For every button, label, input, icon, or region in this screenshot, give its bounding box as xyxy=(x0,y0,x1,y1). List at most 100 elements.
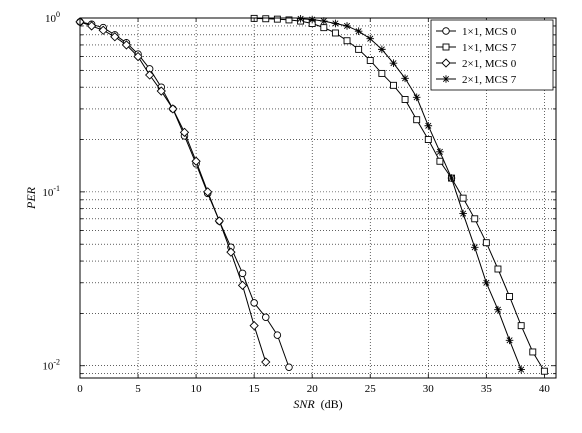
data-point xyxy=(494,265,502,273)
data-point xyxy=(401,96,409,103)
data-point xyxy=(226,247,236,257)
data-point xyxy=(156,86,166,96)
y-tick-label-base: 10 xyxy=(42,361,54,373)
data-point xyxy=(133,51,143,62)
plot-area-frame xyxy=(79,17,557,379)
y-tick-label: 100 xyxy=(45,10,60,25)
x-tick-label: 35 xyxy=(481,383,493,395)
legend-entry: 2×1, MCS 0 xyxy=(436,58,517,70)
x-tick-label: 5 xyxy=(135,383,141,395)
data-point xyxy=(237,280,248,290)
legend-box xyxy=(430,19,554,91)
x-tick-label: 20 xyxy=(307,383,319,395)
data-point xyxy=(285,16,293,24)
x-axis-label-name: SNR xyxy=(293,397,315,411)
data-point xyxy=(401,74,409,83)
data-point xyxy=(179,127,190,137)
data-point xyxy=(320,24,328,32)
data-point xyxy=(191,156,201,166)
x-tick-label: 0 xyxy=(77,383,83,395)
data-point xyxy=(459,209,467,218)
data-point xyxy=(517,322,525,330)
data-point xyxy=(343,22,351,30)
data-point xyxy=(494,305,502,314)
y-tick-label: 10-2 xyxy=(42,358,60,373)
data-point xyxy=(285,363,293,372)
legend: 1×1, MCS 0 1×1, MCS 7 2×1, MCS 0 2×1, MCS 7 xyxy=(430,19,554,91)
data-point xyxy=(540,367,548,375)
data-point xyxy=(505,336,514,345)
series-layer xyxy=(75,14,548,375)
data-point xyxy=(482,278,491,287)
data-point xyxy=(366,34,375,43)
data-point xyxy=(529,348,537,356)
legend-label: 2×1, MCS 0 xyxy=(462,58,517,70)
y-axis-label: PER xyxy=(24,186,38,210)
data-point xyxy=(121,40,132,50)
data-point xyxy=(238,269,247,278)
y-tick-label-base: 10 xyxy=(42,187,54,199)
data-point xyxy=(517,365,525,374)
data-point xyxy=(320,17,328,25)
series-line xyxy=(79,21,290,368)
y-tick-label-exp: -2 xyxy=(53,358,60,367)
data-point xyxy=(261,357,271,367)
data-point xyxy=(262,313,270,322)
grid xyxy=(80,18,556,378)
data-point xyxy=(424,121,433,130)
x-tick-label: 10 xyxy=(191,383,203,395)
data-point xyxy=(86,21,97,31)
series-3 xyxy=(75,17,271,367)
data-point xyxy=(470,243,479,252)
series-1 xyxy=(76,18,293,372)
data-point xyxy=(273,331,282,339)
data-point xyxy=(168,104,178,114)
x-tick-label: 40 xyxy=(539,383,551,395)
y-tick-label-exp: -1 xyxy=(53,184,60,193)
data-point xyxy=(436,147,444,156)
data-point xyxy=(471,215,479,223)
x-tick-label: 30 xyxy=(423,383,435,395)
data-point xyxy=(355,45,363,53)
data-point xyxy=(98,25,108,35)
data-point xyxy=(436,157,444,165)
data-point xyxy=(447,174,456,182)
data-point xyxy=(506,293,514,300)
data-point xyxy=(424,136,432,143)
x-tick-label: 25 xyxy=(365,383,377,395)
x-axis-label-unit: (dB) xyxy=(321,397,343,411)
series-4 xyxy=(296,14,525,374)
data-point xyxy=(273,15,281,23)
legend-entry: 2×1, MCS 7 xyxy=(436,74,517,86)
data-point xyxy=(249,321,259,331)
data-point xyxy=(331,19,340,28)
legend-entry: 1×1, MCS 7 xyxy=(436,42,517,54)
data-point xyxy=(354,27,363,35)
data-point xyxy=(343,37,351,45)
x-axis-label: SNR (dB) xyxy=(293,397,342,411)
data-point xyxy=(262,15,270,23)
data-point xyxy=(145,70,155,80)
data-point xyxy=(459,194,467,202)
legend-marker xyxy=(441,58,451,68)
legend-label: 2×1, MCS 7 xyxy=(462,74,517,86)
data-point xyxy=(389,59,398,67)
data-point xyxy=(250,299,258,307)
y-tick-label-exp: 0 xyxy=(56,10,60,19)
legend-marker xyxy=(442,27,450,35)
legend-entry: 1×1, MCS 0 xyxy=(436,26,517,38)
data-point xyxy=(296,14,305,23)
legend-marker xyxy=(442,75,450,83)
legend-marker xyxy=(442,43,450,51)
legend-label: 1×1, MCS 7 xyxy=(462,42,517,54)
data-point xyxy=(110,32,120,42)
data-point xyxy=(331,29,339,37)
y-tick-label-base: 10 xyxy=(45,13,57,25)
y-tick-label: 10-1 xyxy=(42,184,60,199)
x-tick-label: 15 xyxy=(249,383,261,395)
data-point xyxy=(413,116,421,124)
legend-label: 1×1, MCS 0 xyxy=(462,26,517,38)
data-point xyxy=(203,187,213,197)
